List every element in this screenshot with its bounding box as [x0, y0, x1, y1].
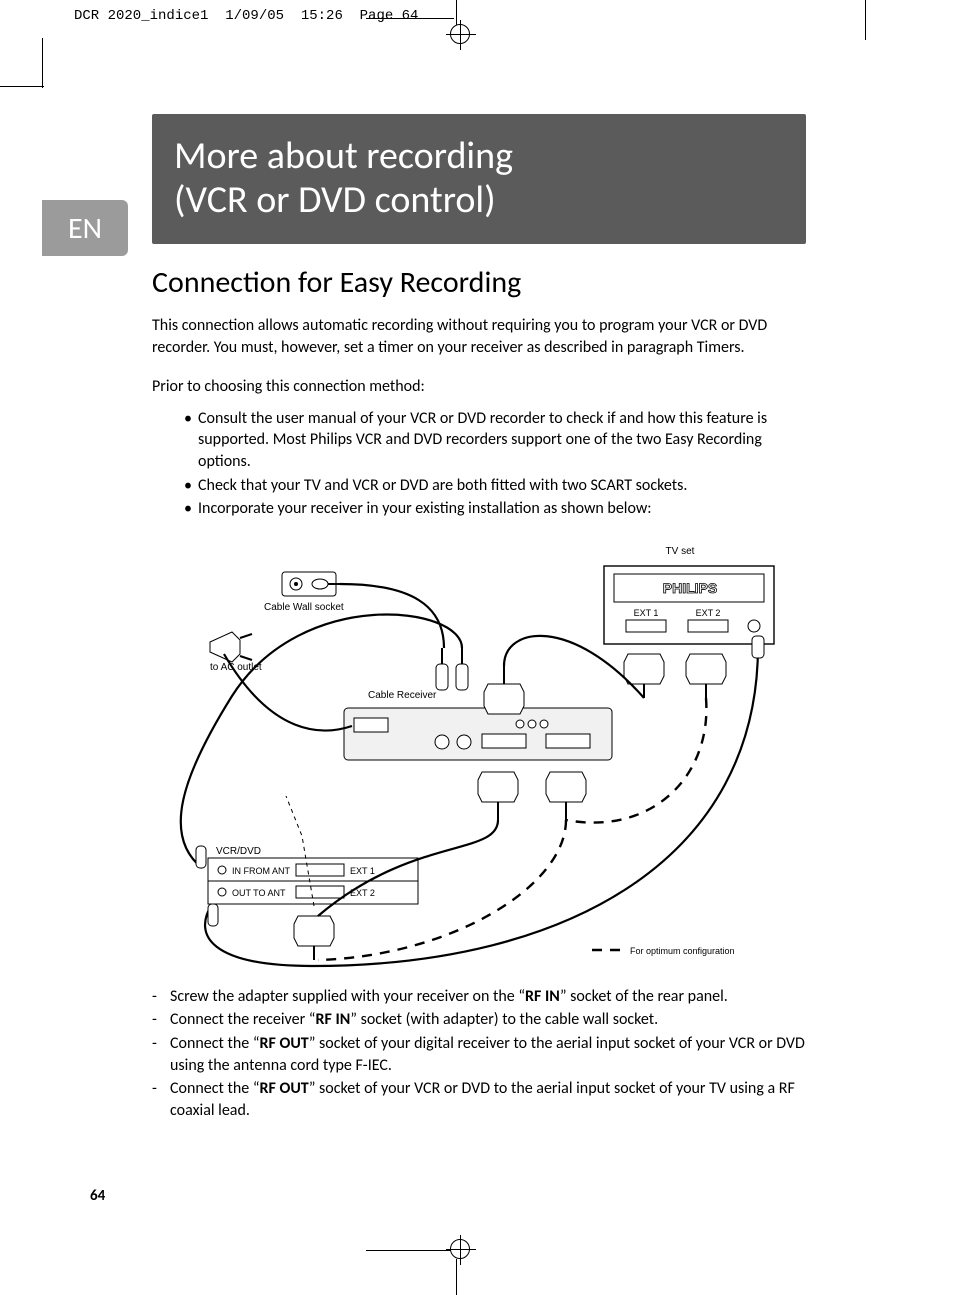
cropmark — [0, 86, 44, 87]
dash-item: Screw the adapter supplied with your rec… — [152, 986, 806, 1008]
crop-marks-header: DCR 2020_indice1 1/09/05 15:26 Page 64 — [0, 0, 954, 44]
coax-plug-icon — [196, 846, 206, 868]
dash-list: Screw the adapter supplied with your rec… — [152, 986, 806, 1122]
pre-list-paragraph: Prior to choosing this connection method… — [152, 376, 806, 398]
vcr-label: VCR/DVD — [216, 846, 261, 857]
tv-ext2-label: EXT 2 — [696, 608, 721, 618]
rf-socket-icon — [435, 735, 449, 749]
scart-socket-icon — [296, 864, 344, 876]
dash-text-pre: Screw the adapter supplied with your rec… — [170, 987, 525, 1006]
bullet-item: Incorporate your receiver in your existi… — [184, 498, 806, 520]
rf-socket-icon — [457, 735, 471, 749]
scart-socket-icon — [688, 620, 728, 632]
dash-item: Connect the “RF OUT” socket of your digi… — [152, 1033, 806, 1076]
scart-plug-icon — [686, 654, 726, 698]
dash-item: Connect the “RF OUT” socket of your VCR … — [152, 1078, 806, 1121]
scart-plug-icon — [294, 916, 334, 960]
tv-label: TV set — [666, 546, 695, 557]
bullet-item: Check that your TV and VCR or DVD are bo… — [184, 475, 806, 497]
dash-text-post: ” socket of the rear panel. — [560, 987, 728, 1006]
language-code: EN — [68, 210, 102, 247]
scart-plug-icon — [478, 772, 518, 820]
plug-icon — [312, 579, 328, 589]
rf-socket-icon — [218, 866, 226, 874]
tv-ext1-label: EXT 1 — [634, 608, 659, 618]
dash-text-bold: RF IN — [315, 1010, 350, 1029]
scart-socket-icon — [546, 734, 590, 748]
dash-text-pre: Connect the “ — [170, 1079, 260, 1098]
bullet-item: Consult the user manual of your VCR or D… — [184, 408, 806, 473]
legend-text: For optimum configuration — [630, 946, 735, 956]
rf-socket-icon — [748, 620, 760, 632]
scart-socket-icon — [296, 886, 344, 898]
cropmark — [456, 1259, 457, 1295]
title-bar: More about recording (VCR or DVD control… — [152, 114, 806, 244]
cropmark — [366, 1250, 454, 1251]
content-column: Connection for Easy Recording This conne… — [152, 264, 806, 1123]
coax-pin-icon — [294, 582, 298, 586]
coax-plug-icon — [208, 904, 218, 926]
scart-plug-icon — [546, 772, 586, 820]
connection-diagram: TV set PHILIPS EXT 1 EXT 2 Cable Wall so… — [152, 536, 806, 976]
dash-text-bold: RF IN — [525, 987, 560, 1006]
vcr-ext1-label: EXT 1 — [350, 866, 375, 876]
coax-plug-icon — [456, 648, 468, 690]
philips-logo: PHILIPS — [663, 580, 717, 596]
cable-scart — [504, 636, 644, 698]
cropmark — [865, 0, 866, 40]
dash-text-pre: Connect the receiver “ — [170, 1010, 315, 1029]
crop-info-text: DCR 2020_indice1 1/09/05 15:26 Page 64 — [74, 8, 418, 24]
cropmark — [366, 18, 454, 19]
intro-paragraph: This connection allows automatic recordi… — [152, 315, 806, 358]
bullet-list: Consult the user manual of your VCR or D… — [152, 408, 806, 520]
dash-text-bold: RF OUT — [260, 1079, 309, 1098]
vcr-in-label: IN FROM ANT — [232, 866, 291, 876]
section-heading: Connection for Easy Recording — [152, 264, 806, 301]
wall-socket-label: Cable Wall socket — [264, 602, 344, 613]
dash-item: Connect the receiver “RF IN” socket (wit… — [152, 1009, 806, 1031]
scart-socket-icon — [626, 620, 666, 632]
cropmark — [42, 38, 43, 88]
page-number: 64 — [90, 1187, 105, 1205]
dash-text-post: ” socket (with adapter) to the cable wal… — [350, 1010, 658, 1029]
registration-mark-icon — [450, 1239, 470, 1259]
title-line-2: (VCR or DVD control) — [174, 179, 784, 223]
power-socket-icon — [354, 718, 388, 732]
ac-plug-icon — [210, 632, 252, 662]
title-line-1: More about recording — [174, 135, 784, 179]
av-socket-icon — [528, 720, 536, 728]
scart-socket-icon — [482, 734, 526, 748]
dash-text-bold: RF OUT — [260, 1034, 309, 1053]
scart-plug-icon — [624, 654, 664, 698]
av-socket-icon — [516, 720, 524, 728]
dash-text-pre: Connect the “ — [170, 1034, 260, 1053]
page: DCR 2020_indice1 1/09/05 15:26 Page 64 E… — [0, 0, 954, 1295]
scart-plug-icon — [484, 666, 524, 714]
coax-plug-icon — [436, 648, 448, 690]
av-socket-icon — [540, 720, 548, 728]
coax-plug-icon — [752, 636, 764, 658]
receiver-label: Cable Receiver — [368, 690, 437, 701]
language-tab: EN — [42, 200, 128, 256]
rf-socket-icon — [218, 888, 226, 896]
vcr-out-label: OUT TO ANT — [232, 888, 286, 898]
registration-mark-icon — [450, 24, 470, 44]
